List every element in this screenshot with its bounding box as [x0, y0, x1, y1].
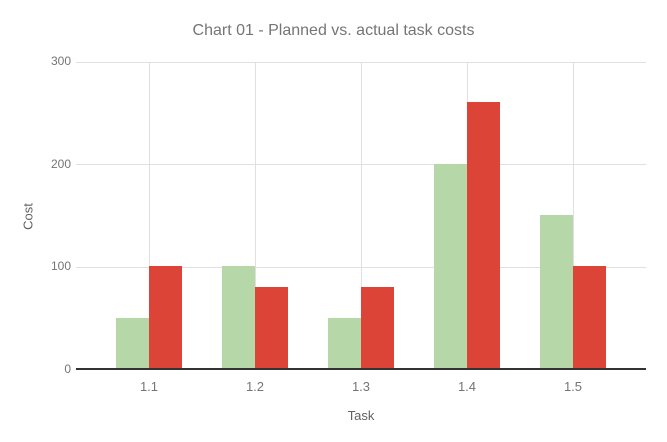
bar-planned-1.2 [222, 266, 255, 369]
bar-actual-1.2 [255, 286, 288, 369]
bar-planned-1.4 [434, 163, 467, 369]
bar-planned-1.3 [328, 317, 361, 369]
bar-planned-1.1 [116, 317, 149, 369]
gridline-vertical [148, 62, 150, 370]
x-tick-label: 1.5 [563, 379, 583, 394]
y-tick-label: 300 [50, 54, 71, 68]
bar-actual-1.4 [467, 102, 500, 369]
x-axis-line [76, 368, 646, 370]
x-tick-label: 1.4 [457, 379, 477, 394]
bar-actual-1.5 [573, 266, 606, 369]
y-tick-label: 0 [64, 362, 71, 376]
gridline-vertical [572, 62, 574, 370]
y-tick-label: 200 [50, 156, 71, 171]
y-axis-title: Cost [20, 203, 36, 230]
y-tick-label: 100 [50, 259, 71, 274]
plot-area [76, 61, 646, 370]
chart-title: Chart 01 - Planned vs. actual task costs [192, 22, 475, 39]
x-tick-label: 1.2 [245, 379, 265, 394]
x-tick-label: 1.3 [351, 379, 371, 394]
gridline-vertical [254, 62, 256, 370]
x-tick-label: 1.1 [139, 379, 159, 394]
x-axis-title: Task [347, 408, 375, 423]
bar-planned-1.5 [540, 215, 573, 369]
bar-actual-1.1 [149, 266, 182, 369]
gridline-vertical [360, 62, 362, 370]
bar-actual-1.3 [361, 286, 394, 369]
